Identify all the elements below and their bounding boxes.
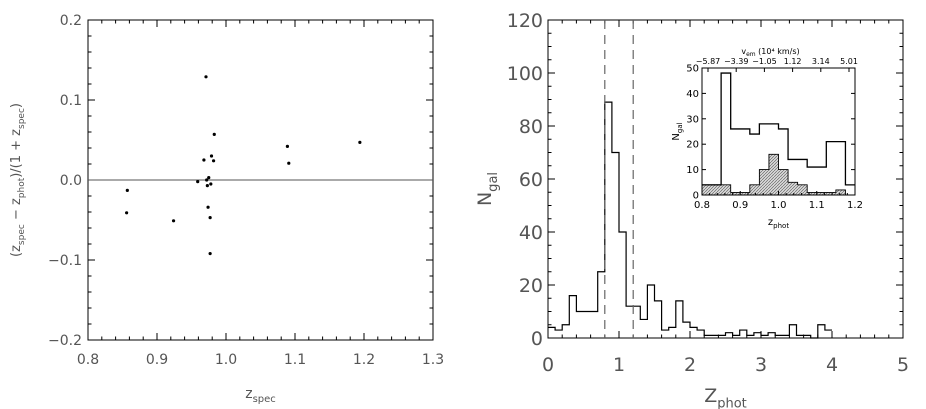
x-tick-label: 0 <box>542 354 554 376</box>
y-tick-label: 0.2 <box>60 13 82 29</box>
inset-y-tick-label: 20 <box>686 140 699 151</box>
inset-histogram: 0.8 0.9 1.0 1.1 1.2 0 10 20 30 40 50−5.87 −3.39 −1.0… <box>662 46 873 231</box>
x-tick-label: 0.9 <box>146 352 168 368</box>
x-tick-label: 4 <box>826 354 838 376</box>
x-tick-label: 5 <box>897 354 909 376</box>
inset-top-tick-label: 1.12 <box>784 57 802 66</box>
x-axis-label: zspec <box>245 386 276 405</box>
inset-x-tick-label: 1.0 <box>771 200 787 211</box>
data-point <box>205 178 209 182</box>
data-point <box>204 75 208 79</box>
inset-y-tick-label: 30 <box>686 114 699 125</box>
x-tick-label: 3 <box>755 354 767 376</box>
inset-top-tick-label: −5.87 <box>696 57 721 66</box>
data-point <box>285 144 290 148</box>
inset-y-tick-label: 50 <box>686 64 699 75</box>
inset-top-axis-title: vem (10⁴ km/s) <box>741 47 799 58</box>
inset-top-tick-label: 3.14 <box>812 57 830 66</box>
data-point <box>196 180 200 184</box>
x-tick-label: 1 <box>613 354 625 376</box>
data-point <box>202 158 206 162</box>
y-tick-label: 80 <box>519 116 543 138</box>
data-point <box>206 205 210 209</box>
data-point <box>208 216 212 220</box>
x-tick-label: 1.0 <box>215 352 237 368</box>
inset-x-tick-label: 1.1 <box>809 200 825 211</box>
inset-y-axis-label: Ngal <box>671 122 684 140</box>
y-tick-label: 120 <box>507 10 543 32</box>
y-tick-label: 0.1 <box>60 93 82 109</box>
y-axis-label: (zspec − zphot)/(1 + zspec) <box>9 103 27 257</box>
y-tick-label: −0.1 <box>48 253 82 269</box>
histogram-steps <box>548 101 832 339</box>
scatter-panel: 0.8 0.9 1.0 1.1 1.2 1.3 −0.2 −0.1 0.0 0.1 0.2 zspec… <box>9 13 444 405</box>
y-tick-label: 40 <box>519 222 543 244</box>
y-axis-label: Ngal <box>474 172 501 206</box>
data-point <box>125 211 129 215</box>
inset-x-tick-label: 0.9 <box>732 200 748 211</box>
inset-background <box>662 46 873 231</box>
inset-x-tick-label: 1.2 <box>847 200 863 211</box>
data-point <box>125 188 129 192</box>
y-tick-label: 60 <box>519 169 543 191</box>
data-point <box>171 219 176 223</box>
inset-top-tick-label: 5.01 <box>840 57 858 66</box>
data-point <box>212 132 216 136</box>
y-tick-label: −0.2 <box>48 333 82 349</box>
inset-top-tick-label: −3.39 <box>724 57 749 66</box>
y-tick-label: 0 <box>531 328 543 350</box>
spec-histogram-filled <box>701 153 855 196</box>
data-point <box>287 161 291 165</box>
photo-histogram-steps <box>702 72 855 186</box>
data-point <box>207 176 211 180</box>
data-point <box>209 182 213 186</box>
data-point <box>208 252 212 256</box>
y-tick-label: 20 <box>519 275 543 297</box>
x-tick-label: 1.2 <box>353 352 375 368</box>
inset-y-tick-label: 10 <box>686 165 699 176</box>
x-tick-label: 1.1 <box>284 352 306 368</box>
inset-y-tick-label: 0 <box>693 191 699 202</box>
y-tick-label: 100 <box>507 63 543 85</box>
y-tick-label: 0.0 <box>60 173 82 189</box>
inset-x-axis-label: zphot <box>768 217 789 230</box>
x-axis-label: Zphot <box>704 385 747 409</box>
data-point <box>358 140 362 144</box>
data-point <box>211 159 216 163</box>
x-tick-label: 0.8 <box>77 352 99 368</box>
inset-y-tick-label: 40 <box>686 89 699 100</box>
inset-top-tick-label: −1.05 <box>752 57 777 66</box>
x-tick-label: 2 <box>684 354 696 376</box>
data-point <box>209 154 214 158</box>
inset-x-tick-label: 0.8 <box>694 200 710 211</box>
x-tick-label: 1.3 <box>422 352 444 368</box>
data-point <box>205 184 209 188</box>
